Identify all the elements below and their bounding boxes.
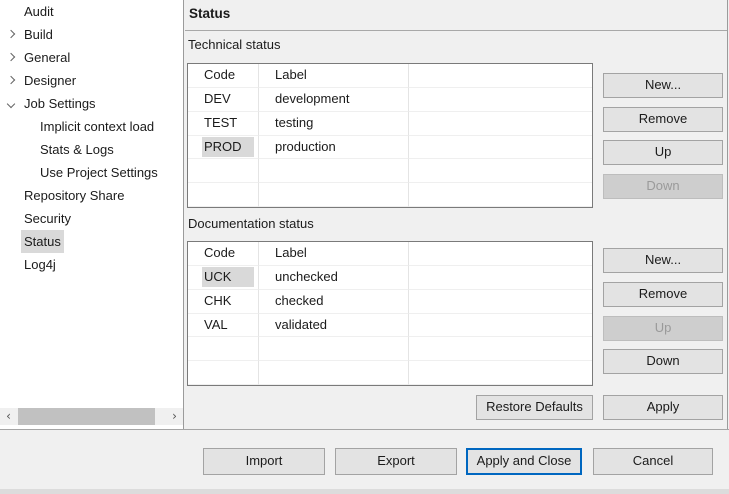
tree-item-label: General bbox=[24, 50, 71, 65]
preferences-tree: Audit Build General Designer Job Setting… bbox=[0, 0, 184, 430]
tree-item-label: Audit bbox=[24, 4, 54, 19]
column-header-code: Code bbox=[188, 242, 259, 266]
empty-row-cell bbox=[188, 183, 259, 207]
documentation-down-button[interactable]: Down bbox=[603, 349, 723, 374]
import-button[interactable]: Import bbox=[203, 448, 325, 475]
table-cell-code[interactable]: VAL bbox=[188, 313, 259, 338]
window-bottom-edge bbox=[0, 489, 729, 494]
tree-item-label: Security bbox=[24, 211, 71, 226]
table-cell-code[interactable]: TEST bbox=[188, 111, 259, 136]
technical-status-table: Code Label DEV development TEST testing … bbox=[187, 63, 593, 208]
title-separator bbox=[185, 30, 727, 31]
documentation-status-label: Documentation status bbox=[188, 216, 314, 231]
page-title: Status bbox=[189, 6, 231, 21]
tree-item-label: Implicit context load bbox=[40, 119, 155, 134]
empty-row-cell bbox=[188, 159, 259, 184]
tree-item-label: Build bbox=[24, 27, 53, 42]
tree-item-repository-share[interactable]: Repository Share bbox=[0, 184, 183, 207]
export-button[interactable]: Export bbox=[335, 448, 457, 475]
tree-item-implicit-context-load[interactable]: Implicit context load bbox=[0, 115, 183, 138]
chevron-right-icon[interactable] bbox=[6, 75, 16, 85]
technical-remove-button[interactable]: Remove bbox=[603, 107, 723, 132]
technical-new-button[interactable]: New... bbox=[603, 73, 723, 98]
tree-item-label: Log4j bbox=[24, 257, 56, 272]
chevron-right-icon[interactable] bbox=[6, 29, 16, 39]
empty-row-cell bbox=[188, 361, 259, 385]
tree-item-job-settings[interactable]: Job Settings bbox=[0, 92, 183, 115]
scroll-left-icon[interactable]: ‹ bbox=[6, 409, 11, 423]
tree-horizontal-scrollbar[interactable]: ‹ › bbox=[0, 408, 183, 425]
table-cell-label[interactable]: development bbox=[259, 87, 409, 112]
tree-item-log4j[interactable]: Log4j bbox=[0, 253, 183, 276]
chevron-right-icon[interactable] bbox=[6, 52, 16, 62]
cancel-button[interactable]: Cancel bbox=[593, 448, 713, 475]
dialog-button-bar: Import Export Apply and Close Cancel bbox=[0, 430, 729, 494]
tree-item-label: Job Settings bbox=[24, 96, 96, 111]
tree-item-status[interactable]: Status bbox=[0, 230, 183, 253]
tree-item-label: Repository Share bbox=[24, 188, 125, 203]
table-cell-code[interactable]: CHK bbox=[188, 289, 259, 314]
restore-defaults-button[interactable]: Restore Defaults bbox=[476, 395, 593, 420]
table-cell-code-selected[interactable]: UCK bbox=[188, 265, 259, 290]
table-cell-label[interactable]: testing bbox=[259, 111, 409, 136]
tree-item-general[interactable]: General bbox=[0, 46, 183, 69]
tree-item-label: Stats & Logs bbox=[40, 142, 114, 157]
table-cell-code[interactable]: DEV bbox=[188, 87, 259, 112]
table-cell-label[interactable]: unchecked bbox=[259, 265, 409, 290]
apply-button[interactable]: Apply bbox=[603, 395, 723, 420]
scrollbar-thumb[interactable] bbox=[18, 408, 155, 425]
tree-item-stats-logs[interactable]: Stats & Logs bbox=[0, 138, 183, 161]
documentation-new-button[interactable]: New... bbox=[603, 248, 723, 273]
apply-and-close-button[interactable]: Apply and Close bbox=[466, 448, 582, 475]
technical-down-button: Down bbox=[603, 174, 723, 199]
technical-up-button[interactable]: Up bbox=[603, 140, 723, 165]
tree-item-label: Designer bbox=[24, 73, 77, 88]
dialog-separator bbox=[0, 429, 729, 430]
technical-status-label: Technical status bbox=[188, 37, 281, 52]
documentation-up-button: Up bbox=[603, 316, 723, 341]
scroll-right-icon[interactable]: › bbox=[172, 409, 177, 423]
tree-item-use-project-settings[interactable]: Use Project Settings bbox=[0, 161, 183, 184]
table-cell-code-selected[interactable]: PROD bbox=[188, 135, 259, 160]
table-cell-label[interactable]: checked bbox=[259, 289, 409, 314]
tree-item-audit[interactable]: Audit bbox=[0, 0, 183, 23]
documentation-remove-button[interactable]: Remove bbox=[603, 282, 723, 307]
column-header-label: Label bbox=[259, 242, 409, 266]
tree-item-build[interactable]: Build bbox=[0, 23, 183, 46]
tree-item-security[interactable]: Security bbox=[0, 207, 183, 230]
tree-item-label: Status bbox=[21, 230, 64, 253]
chevron-down-icon[interactable] bbox=[6, 99, 16, 109]
tree-item-designer[interactable]: Designer bbox=[0, 69, 183, 92]
table-cell-label[interactable]: validated bbox=[259, 313, 409, 338]
table-cell-label[interactable]: production bbox=[259, 135, 409, 160]
empty-row-cell bbox=[188, 337, 259, 362]
documentation-status-table: Code Label UCK unchecked CHK checked VAL… bbox=[187, 241, 593, 386]
tree-item-label: Use Project Settings bbox=[40, 165, 158, 180]
column-header-label: Label bbox=[259, 64, 409, 88]
status-preference-page: Status Technical status Code Label DEV d… bbox=[185, 0, 728, 430]
column-header-code: Code bbox=[188, 64, 259, 88]
